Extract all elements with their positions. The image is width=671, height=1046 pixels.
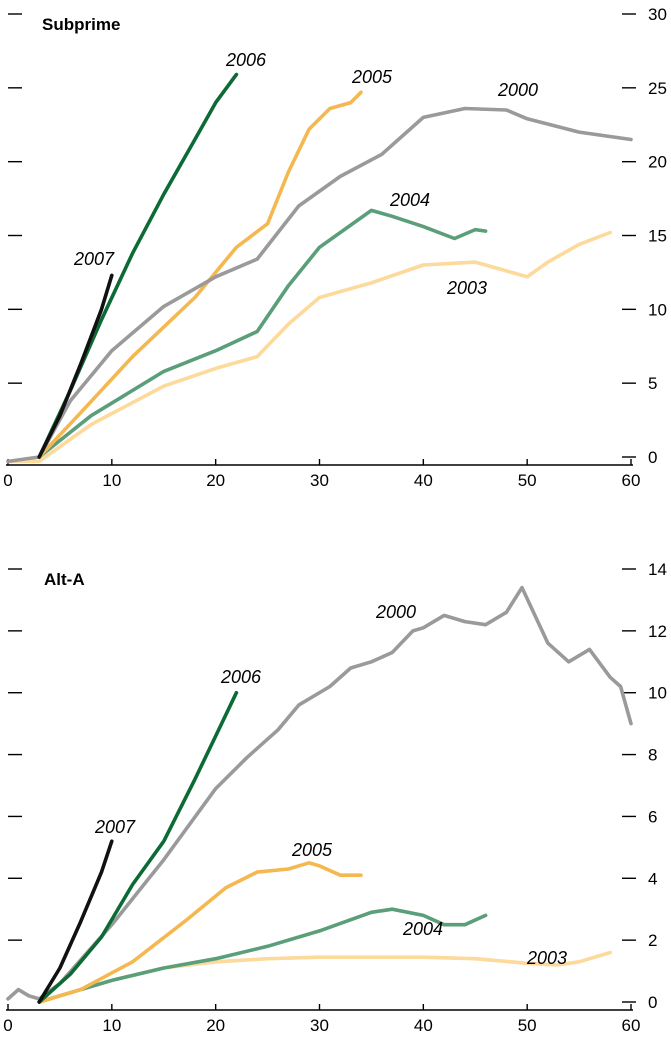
- y-tick-label: 20: [648, 153, 667, 172]
- x-tick-label: 50: [518, 471, 537, 490]
- series-label-2007: 2007: [94, 817, 136, 837]
- x-tick-label: 30: [310, 471, 329, 490]
- x-tick-label: 20: [206, 471, 225, 490]
- chart-title: Subprime: [42, 15, 120, 34]
- y-tick-label: 15: [648, 227, 667, 246]
- y-tick-label: 6: [648, 807, 657, 826]
- series-line-2000: [6, 106, 633, 464]
- series-line-2006: [37, 690, 239, 1004]
- series-label-2005: 2005: [291, 840, 333, 860]
- x-tick-label: 40: [414, 471, 433, 490]
- x-tick-label: 60: [622, 1016, 641, 1035]
- chart-panel-subprime: Subprime 0 10 20 30 40 50 60 0 5 10 15 20 25 30 2003 200…: [3, 5, 667, 490]
- series-line-2003: [6, 230, 612, 464]
- series-label-2003: 2003: [526, 948, 567, 968]
- series-line-2005: [37, 861, 363, 1004]
- y-tick-label: 30: [648, 5, 667, 24]
- y-tick-label: 2: [648, 931, 657, 950]
- y-tick-label: 4: [648, 869, 657, 888]
- y-tick-label: 0: [648, 993, 657, 1012]
- chart-title: Alt-A: [44, 570, 85, 589]
- x-tick-label: 10: [102, 471, 121, 490]
- y-tick-label: 14: [648, 560, 667, 579]
- y-tick-label: 0: [648, 448, 657, 467]
- x-tick-label: 50: [518, 1016, 537, 1035]
- x-tick-label: 0: [3, 471, 12, 490]
- series-line-2004: [37, 907, 488, 1004]
- y-tick-label: 8: [648, 746, 657, 765]
- series-line-2007: [37, 273, 114, 459]
- chart-panel-alt-a: Alt-A 0 10 20 30 40 50 60 0 2 4 6 8 10 12 14 2003 2004 200…: [3, 560, 667, 1035]
- series-label-2004: 2004: [402, 919, 443, 939]
- series-line-2007: [37, 839, 114, 1004]
- x-tick-label: 20: [206, 1016, 225, 1035]
- x-tick-label: 0: [3, 1016, 12, 1035]
- x-tick-label: 40: [414, 1016, 433, 1035]
- series-label-2007: 2007: [73, 249, 115, 269]
- series-label-2000: 2000: [375, 602, 416, 622]
- series-label-2006: 2006: [220, 667, 262, 687]
- series-label-2000: 2000: [497, 80, 538, 100]
- x-tick-label: 60: [622, 471, 641, 490]
- y-tick-label: 25: [648, 79, 667, 98]
- y-tick-label: 12: [648, 622, 667, 641]
- y-tick-label: 10: [648, 684, 667, 703]
- y-tick-label: 10: [648, 300, 667, 319]
- series-line-2004: [37, 208, 488, 459]
- x-tick-label: 10: [102, 1016, 121, 1035]
- x-tick-label: 30: [310, 1016, 329, 1035]
- series-label-2003: 2003: [446, 278, 487, 298]
- series-label-2005: 2005: [351, 67, 393, 87]
- y-tick-label: 5: [648, 374, 657, 393]
- series-line-2005: [37, 90, 363, 459]
- series-label-2006: 2006: [225, 50, 267, 70]
- series-label-2004: 2004: [389, 190, 430, 210]
